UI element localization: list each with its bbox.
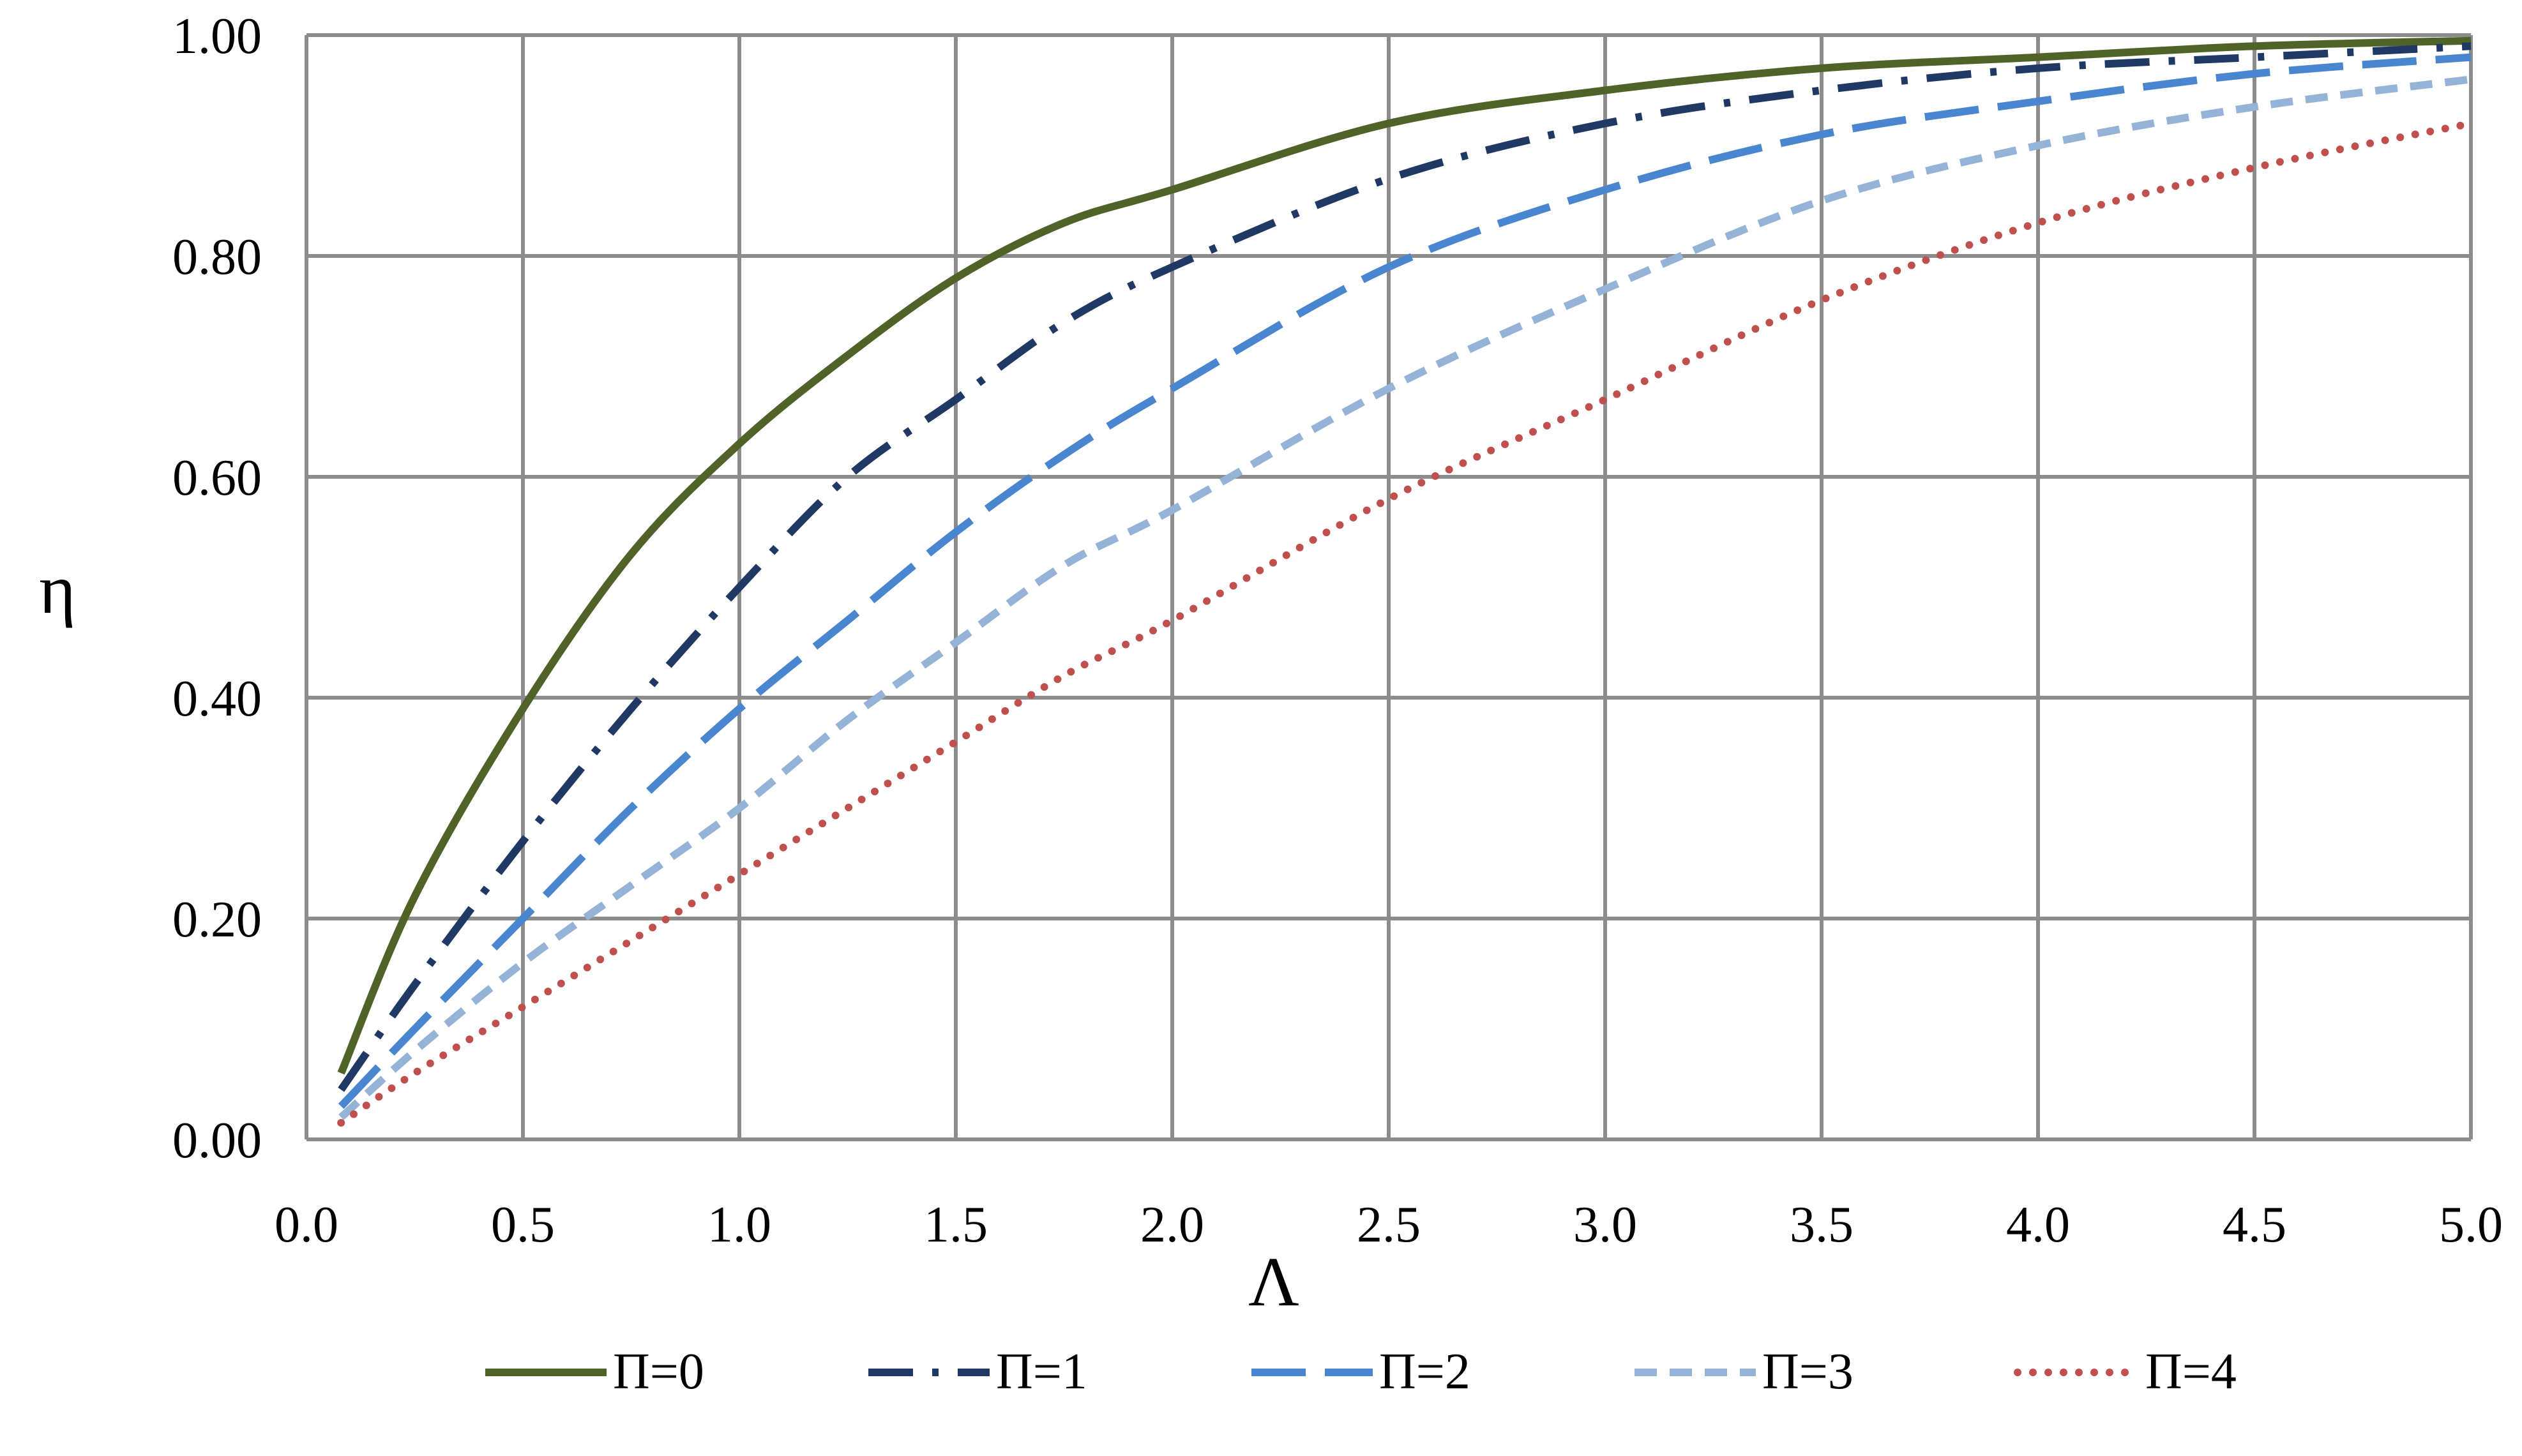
y-tick-label: 0.00 bbox=[172, 1113, 262, 1169]
legend-label-pi-2: Π=2 bbox=[1379, 1344, 1470, 1400]
x-tick-label: 4.5 bbox=[2223, 1197, 2286, 1253]
legend-label-pi-4: Π=4 bbox=[2145, 1344, 2237, 1400]
y-axis-label: η bbox=[39, 550, 76, 628]
y-tick-label: 0.20 bbox=[172, 892, 262, 948]
x-tick-label: 0.5 bbox=[491, 1197, 555, 1253]
y-tick-label: 0.80 bbox=[172, 229, 262, 285]
legend: Π=0 Π=1 Π=2 Π=3 Π=4 bbox=[485, 1344, 2237, 1400]
y-tick-label: 1.00 bbox=[172, 8, 262, 64]
x-tick-label: 1.5 bbox=[924, 1197, 988, 1253]
y-tick-label: 0.40 bbox=[172, 671, 262, 727]
x-tick-label: 4.0 bbox=[2006, 1197, 2070, 1253]
series-line-pi-3 bbox=[338, 75, 2472, 1120]
series-line-pi-0 bbox=[337, 36, 2472, 1075]
x-tick-label: 1.0 bbox=[707, 1197, 771, 1253]
legend-label-pi-1: Π=1 bbox=[996, 1344, 1087, 1400]
x-tick-label: 2.0 bbox=[1140, 1197, 1204, 1253]
tick-labels: 0.0 0.5 1.0 1.5 2.0 2.5 3.0 3.5 4.0 4.5 5.0 0.00 0.2… bbox=[172, 8, 2503, 1253]
y-tick-label: 0.60 bbox=[172, 450, 262, 506]
series-group bbox=[337, 36, 2475, 1127]
series-line-pi-4 bbox=[337, 119, 2475, 1127]
x-tick-label: 3.0 bbox=[1573, 1197, 1637, 1253]
grid bbox=[305, 33, 2473, 1141]
x-tick-label: 2.5 bbox=[1357, 1197, 1421, 1253]
x-tick-label: 0.0 bbox=[275, 1197, 338, 1253]
series-line-pi-2 bbox=[338, 53, 2472, 1109]
x-tick-label: 3.5 bbox=[1790, 1197, 1854, 1253]
legend-label-pi-0: Π=0 bbox=[613, 1344, 704, 1400]
x-axis-label: Λ bbox=[1248, 1243, 1299, 1321]
legend-label-pi-3: Π=3 bbox=[1762, 1344, 1854, 1400]
x-tick-label: 5.0 bbox=[2439, 1197, 2503, 1253]
series-line-pi-1 bbox=[338, 42, 2472, 1092]
